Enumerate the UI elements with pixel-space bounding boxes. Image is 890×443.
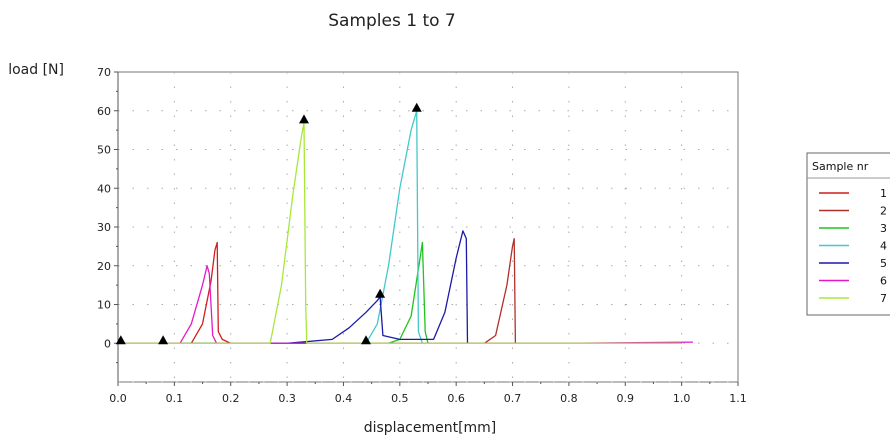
x-tick-label: 0.4: [335, 392, 353, 405]
legend-label-7: 7: [880, 292, 887, 305]
x-tick-label: 0.1: [166, 392, 184, 405]
x-tick-label: 0.7: [504, 392, 522, 405]
triangle-marker: [158, 335, 169, 345]
y-tick-label: 50: [97, 144, 111, 157]
plot-area: 0 10 20 30 40 50 60 70 0.0 0.1 0.2 0.3 0.4 0.5 0.6 0.7 0…: [97, 66, 747, 405]
y-tick-label: 20: [97, 260, 111, 273]
y-tick-label: 10: [97, 299, 111, 312]
legend-label-4: 4: [880, 240, 887, 253]
y-tick-label: 30: [97, 221, 111, 234]
x-tick-label: 1.1: [729, 392, 747, 405]
legend-box: [806, 152, 890, 316]
y-tick-label: 70: [97, 66, 111, 79]
legend-label-5: 5: [880, 257, 887, 270]
x-tick-label: 0.2: [222, 392, 240, 405]
y-axis-label: load [N]: [8, 62, 64, 78]
x-tick-label: 0.3: [278, 392, 296, 405]
triangle-marker: [411, 102, 422, 112]
x-axis-label: displacement[mm]: [364, 420, 497, 436]
x-tick-label: 0.5: [391, 392, 409, 405]
legend: Sample nr 1 2 3 4 5 6 7: [806, 152, 890, 316]
legend-label-6: 6: [880, 275, 887, 288]
y-tick-label: 60: [97, 105, 111, 118]
y-tick-label: 0: [104, 337, 111, 350]
triangle-marker: [361, 335, 371, 345]
legend-title: Sample nr: [812, 160, 869, 173]
plot-frame: [117, 71, 739, 383]
legend-label-3: 3: [880, 222, 887, 235]
legend-label-2: 2: [880, 205, 887, 218]
triangle-marker: [375, 288, 386, 298]
x-tick-label: 0.9: [617, 392, 635, 405]
y-tick-label: 40: [97, 182, 111, 195]
x-tick-label: 0.0: [109, 392, 127, 405]
x-tick-label: 0.8: [560, 392, 578, 405]
x-tick-label: 0.6: [447, 392, 465, 405]
legend-label-1: 1: [880, 187, 887, 200]
series-line-7: [118, 121, 682, 344]
series-line-5: [118, 230, 682, 344]
triangle-marker: [115, 335, 126, 345]
x-tick-label: 1.0: [673, 392, 691, 405]
triangle-marker: [299, 114, 309, 124]
chart-title: Samples 1 to 7: [328, 11, 456, 31]
